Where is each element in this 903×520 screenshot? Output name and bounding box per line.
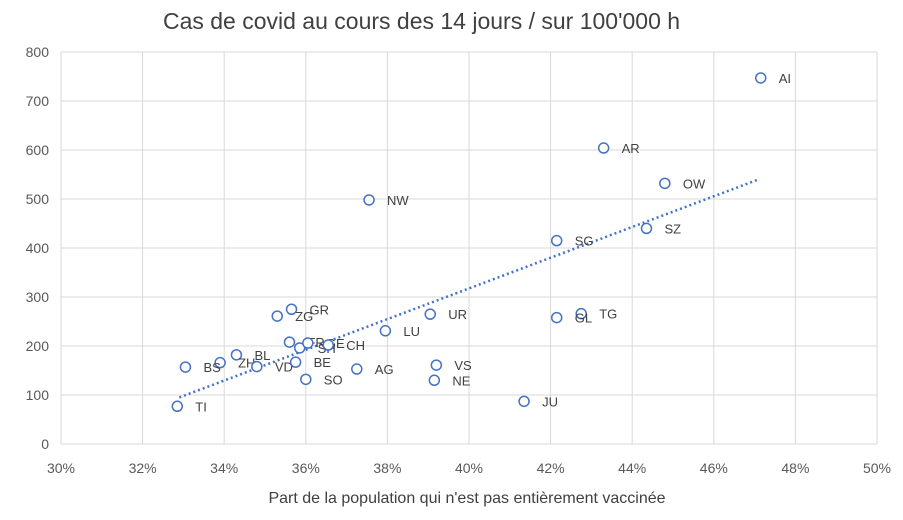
point-label: BS [203, 360, 221, 375]
data-point [230, 349, 243, 361]
y-tick-label: 600 [26, 142, 50, 158]
point-label: VS [454, 358, 472, 373]
x-tick-label: 44% [618, 460, 646, 476]
point-label: NE [452, 373, 470, 388]
y-tick-label: 700 [26, 93, 50, 109]
point-label: SG [575, 234, 594, 249]
x-tick-label: 36% [292, 460, 320, 476]
data-point [518, 395, 530, 408]
data-point [171, 400, 184, 413]
x-tick-label: 48% [781, 460, 809, 476]
point-label: NW [387, 193, 409, 208]
x-tick-label: 50% [863, 460, 891, 476]
data-point [363, 194, 375, 206]
point-label: SO [324, 372, 343, 387]
point-label: TG [599, 307, 617, 322]
y-tick-label: 400 [26, 240, 50, 256]
trendline-layer [178, 178, 760, 399]
data-point [597, 142, 610, 154]
point-label: OW [683, 176, 706, 191]
data-point [428, 374, 441, 387]
data-point [293, 342, 306, 354]
data-point [754, 72, 767, 84]
data-point [379, 325, 392, 337]
point-label: BE [314, 355, 332, 370]
y-tick-label: 100 [26, 387, 50, 403]
x-tick-label: 46% [700, 460, 728, 476]
data-point [289, 356, 302, 368]
x-tick-label: 38% [373, 460, 401, 476]
data-point [179, 361, 192, 373]
data-point [302, 337, 314, 349]
point-label: ZG [295, 309, 313, 324]
point-label: AG [375, 362, 394, 377]
point-label: JU [542, 394, 558, 409]
gridlines [60, 51, 878, 445]
point-label: TI [195, 399, 207, 414]
data-point [251, 360, 263, 373]
data-point [214, 356, 226, 369]
y-tick-label: 300 [26, 289, 50, 305]
data-point [575, 307, 587, 320]
data-point [285, 303, 298, 315]
point-label: AI [779, 71, 791, 86]
y-tick-label: 500 [26, 191, 50, 207]
x-tick-label: 40% [455, 460, 483, 476]
point-label: GL [575, 311, 592, 326]
point-label: AR [622, 141, 640, 156]
data-point [550, 234, 563, 247]
point-label: UR [448, 307, 467, 322]
data-point [351, 363, 363, 375]
data-point [283, 336, 296, 348]
trendline [178, 178, 760, 399]
y-tick-label: 800 [26, 44, 50, 60]
point-label: CH [346, 338, 365, 353]
point-label: LU [403, 324, 420, 339]
data-point [659, 177, 671, 190]
y-tick-label: 0 [41, 436, 49, 452]
x-tick-label: 32% [129, 460, 157, 476]
data-point [300, 373, 312, 386]
tick-labels: 0 100 200 300 400 500 600 700 800 30% 32% 34% 36% 38%… [26, 44, 891, 476]
data-point [322, 339, 334, 351]
x-tick-label: 30% [47, 460, 75, 476]
point-label: VD [275, 360, 293, 375]
x-tick-label: 34% [210, 460, 238, 476]
data-point [640, 222, 653, 235]
data-point [550, 311, 563, 324]
data-point [430, 359, 443, 371]
x-axis-title: Part de la population qui n'est pas enti… [268, 490, 665, 507]
point-label: GR [310, 302, 330, 317]
chart-title: Cas de covid au cours des 14 jours / sur… [162, 8, 681, 34]
data-point [424, 308, 436, 320]
y-tick-label: 200 [26, 338, 50, 354]
point-label: BL [254, 348, 270, 363]
point-label: SZ [664, 221, 681, 236]
data-points: AIAROWNWSZSGGRZGTGGLURLUFRSHGECHBLZHBSVD… [171, 71, 791, 414]
data-point [271, 310, 283, 322]
x-tick-label: 42% [537, 460, 565, 476]
